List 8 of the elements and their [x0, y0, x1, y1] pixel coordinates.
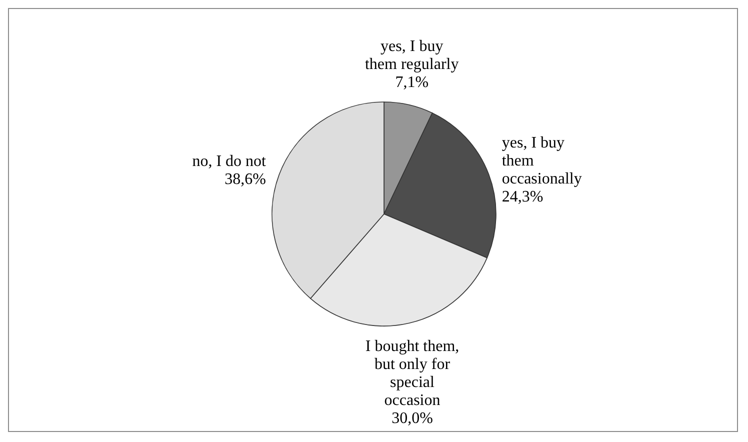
data-label: 38,6% [224, 170, 266, 188]
slice-label: no, I do not [192, 152, 267, 170]
slice-label: I bought them, but only for special occasion [365, 338, 460, 409]
data-label: 7,1% [395, 74, 429, 92]
data-label: 24,3% [502, 188, 544, 206]
slice-label: yes, I buy them occasionally [502, 134, 582, 188]
data-label: 30,0% [392, 410, 433, 427]
slice-label: yes, I buy them regularly [364, 38, 459, 74]
